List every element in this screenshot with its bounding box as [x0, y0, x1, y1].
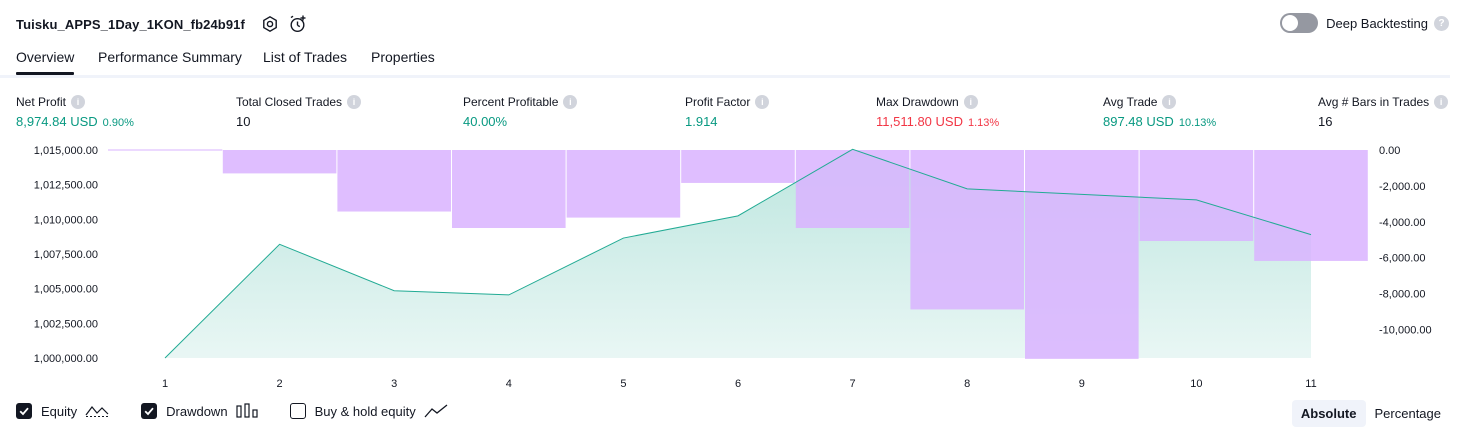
- metric-label: Max Drawdown: [876, 94, 959, 109]
- drawdown-checkbox[interactable]: [141, 403, 158, 419]
- metric-value: 10: [236, 114, 251, 129]
- tab-performance-summary[interactable]: Performance Summary: [98, 49, 242, 65]
- tab-list-of-trades[interactable]: List of Trades: [263, 49, 348, 65]
- x-axis-tick-label: 2: [277, 378, 283, 390]
- right-axis-tick-label: -4,000.00: [1379, 217, 1425, 229]
- drawdown-bar: [337, 150, 451, 212]
- left-axis-tick-label: 1,007,500.00: [34, 249, 98, 261]
- tab-properties[interactable]: Properties: [371, 49, 435, 65]
- deep-backtesting-toggle[interactable]: [1280, 13, 1319, 33]
- legend-drawdown[interactable]: Drawdown: [141, 403, 258, 419]
- drawdown-bar: [566, 150, 681, 218]
- left-axis-tick-label: 1,002,500.00: [34, 318, 98, 330]
- metric-label: Profit Factor: [685, 94, 751, 109]
- info-icon[interactable]: i: [1162, 94, 1177, 109]
- equity-line: [164, 148, 1312, 359]
- buy-hold-line-icon: [424, 403, 448, 419]
- deep-backtesting: Deep Backtesting ?: [1280, 13, 1449, 33]
- legend-label: Buy & hold equity: [314, 403, 416, 419]
- x-axis-tick-label: 1: [162, 378, 168, 390]
- metric-value: 8,974.84 USD: [16, 114, 98, 129]
- metric-net-profit: Net Profit i 8,974.84 USD 0.90%: [16, 94, 134, 129]
- drawdown-bar: [222, 150, 337, 174]
- tab-overview[interactable]: Overview: [16, 49, 75, 75]
- drawdown-bar: [795, 150, 910, 228]
- value-mode-switch: Absolute Percentage: [1291, 400, 1450, 427]
- drawdown-bar: [681, 150, 795, 183]
- alarm-clock-plus-icon[interactable]: [287, 13, 309, 35]
- metric-percent: 10.13%: [1178, 117, 1217, 129]
- info-icon[interactable]: i: [963, 94, 978, 109]
- drawdown-bar: [452, 150, 566, 228]
- tab-bar: Overview Performance Summary List of Tra…: [0, 45, 1450, 78]
- equity-line-icon: [85, 403, 109, 419]
- x-axis-tick-label: 10: [1190, 378, 1202, 390]
- x-axis-tick-label: 11: [1305, 378, 1316, 390]
- metric-avg-bars-in-trades: Avg # Bars in Trades i 16: [1318, 94, 1449, 129]
- x-axis-tick-label: 5: [620, 378, 626, 390]
- absolute-button[interactable]: Absolute: [1291, 400, 1366, 427]
- legend-label: Equity: [41, 403, 78, 419]
- metric-value: 1.914: [685, 114, 718, 129]
- help-icon[interactable]: ?: [1434, 15, 1449, 31]
- drawdown-bar: [1254, 150, 1368, 261]
- metric-percent-profitable: Percent Profitable i 40.00%: [463, 94, 578, 129]
- metric-label: Avg Trade: [1103, 94, 1158, 109]
- deep-backtesting-label: Deep Backtesting: [1326, 15, 1428, 31]
- legend-equity[interactable]: Equity: [16, 403, 109, 419]
- buy-hold-checkbox[interactable]: [289, 403, 306, 419]
- info-icon[interactable]: i: [71, 94, 86, 109]
- metric-percent: 1.13%: [967, 117, 1000, 129]
- metric-value: 16: [1318, 114, 1333, 129]
- right-axis-tick-label: -6,000.00: [1379, 253, 1425, 265]
- x-axis-tick-label: 3: [391, 378, 397, 390]
- toggle-knob: [1282, 15, 1299, 31]
- x-axis-tick-label: 7: [850, 378, 856, 390]
- gear-icon[interactable]: [259, 13, 281, 35]
- left-axis-tick-label: 1,010,000.00: [34, 214, 98, 226]
- metric-profit-factor: Profit Factor i 1.914: [685, 94, 770, 129]
- metric-value: 40.00%: [463, 114, 508, 129]
- metric-label: Net Profit: [16, 94, 67, 109]
- x-axis-tick-label: 6: [735, 378, 741, 390]
- metric-max-drawdown: Max Drawdown i 11,511.80 USD 1.13%: [876, 94, 999, 129]
- drawdown-bar: [1025, 150, 1139, 359]
- x-axis-tick-label: 4: [506, 378, 512, 390]
- left-axis-tick-label: 1,015,000.00: [34, 145, 98, 157]
- x-axis-tick-label: 8: [964, 378, 970, 390]
- info-icon[interactable]: i: [1434, 94, 1449, 109]
- info-icon[interactable]: i: [563, 94, 578, 109]
- legend-buy-hold-equity[interactable]: Buy & hold equity: [289, 403, 448, 419]
- legend-label: Drawdown: [166, 403, 228, 419]
- x-axis-tick-label: 9: [1079, 378, 1085, 390]
- right-axis-tick-label: -10,000.00: [1379, 325, 1432, 337]
- left-axis-tick-label: 1,000,000.00: [34, 353, 98, 365]
- right-axis-tick-label: -2,000.00: [1379, 181, 1425, 193]
- metric-value: 11,511.80 USD: [876, 114, 963, 129]
- equity-drawdown-chart: 1,015,000.00 1,012,500.00 1,010,000.00 1,00…: [34, 145, 1432, 390]
- left-axis-tick-label: 1,005,000.00: [34, 284, 98, 296]
- info-icon[interactable]: i: [347, 94, 362, 109]
- metric-label: Avg # Bars in Trades: [1318, 94, 1430, 109]
- metric-percent: 0.90%: [102, 117, 134, 129]
- right-axis-tick-label: 0.00: [1379, 145, 1400, 157]
- metric-total-closed-trades: Total Closed Trades i 10: [236, 94, 362, 129]
- info-icon[interactable]: i: [755, 94, 770, 109]
- strategy-header: Tuisku_APPS_1Day_1KON_fb24b91f: [16, 12, 309, 36]
- strategy-title: Tuisku_APPS_1Day_1KON_fb24b91f: [16, 16, 245, 32]
- equity-area: [165, 149, 1311, 358]
- drawdown-bar: [910, 150, 1024, 310]
- metric-value: 897.48 USD: [1103, 114, 1174, 129]
- percentage-button[interactable]: Percentage: [1374, 406, 1442, 421]
- drawdown-bar: [1139, 150, 1254, 241]
- left-axis-tick-label: 1,012,500.00: [34, 180, 98, 192]
- metric-avg-trade: Avg Trade i 897.48 USD 10.13%: [1103, 94, 1216, 129]
- drawdown-bars-icon: [235, 403, 258, 419]
- chart-legend: Equity Drawdown Buy & hold equity: [16, 403, 480, 419]
- metric-label: Percent Profitable: [463, 94, 559, 109]
- metric-label: Total Closed Trades: [236, 94, 343, 109]
- equity-checkbox[interactable]: [16, 403, 32, 419]
- right-axis-tick-label: -8,000.00: [1379, 289, 1425, 301]
